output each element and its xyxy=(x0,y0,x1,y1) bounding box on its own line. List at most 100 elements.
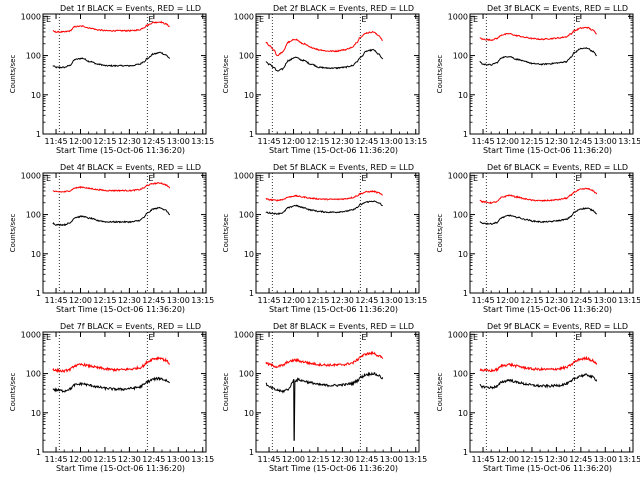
x-tick-label: 13:00 xyxy=(167,137,190,146)
y-axis-label: Counts/sec xyxy=(436,373,444,412)
detector-panel-2: Det 2f BLACK = Events, RED = LLD 1 10 100 10… xyxy=(222,4,427,155)
x-tick-label: 12:00 xyxy=(69,455,92,464)
y-tick-label: 1 xyxy=(463,448,468,457)
x-tick-label: 12:45 xyxy=(569,455,592,464)
events-series-line xyxy=(479,207,598,225)
detector-panel-1: Det 1f BLACK = Events, RED = LLD 1 10 100 10… xyxy=(9,4,214,155)
x-tick-label: 12:30 xyxy=(118,455,141,464)
y-axis-label: Counts/sec xyxy=(436,214,444,253)
panel-title: Det 6f BLACK = Events, RED = LLD xyxy=(487,163,628,172)
x-axis-label: Start Time (15-Oct-06 11:36:20) xyxy=(269,305,398,314)
panel-title: Det 2f BLACK = Events, RED = LLD xyxy=(273,4,414,13)
y-axis-label: Counts/sec xyxy=(222,214,230,253)
y-tick-label: 1000 xyxy=(448,330,468,339)
y-tick-label: 1 xyxy=(463,130,468,139)
x-tick-label: 12:45 xyxy=(142,296,165,305)
edge-marker-left: E xyxy=(46,15,51,24)
x-tick-label: 12:45 xyxy=(142,137,165,146)
edge-marker-left: E xyxy=(259,174,264,183)
x-axis-label: Start Time (15-Oct-06 11:36:20) xyxy=(483,464,612,473)
x-tick-label: 12:45 xyxy=(355,296,378,305)
lld-series-line xyxy=(52,20,170,34)
y-axis-label: Counts/sec xyxy=(9,55,17,94)
edge-marker-right: E xyxy=(148,333,153,342)
plot-frame xyxy=(469,13,634,135)
lld-series-line xyxy=(479,26,597,42)
x-tick-label: 13:15 xyxy=(191,296,214,305)
panel-title: Det 1f BLACK = Events, RED = LLD xyxy=(60,4,201,13)
detector-panel-6: Det 6f BLACK = Events, RED = LLD 1 10 100 10… xyxy=(436,163,640,314)
y-tick-label: 1000 xyxy=(234,330,254,339)
panel-title: Det 3f BLACK = Events, RED = LLD xyxy=(487,4,628,13)
x-axis-label: Start Time (15-Oct-06 11:36:20) xyxy=(483,305,612,314)
plot-frame xyxy=(469,331,634,453)
x-tick-label: 13:00 xyxy=(594,296,617,305)
panel-title: Det 9f BLACK = Events, RED = LLD xyxy=(487,322,628,331)
edge-marker-right: E xyxy=(575,15,580,24)
x-tick-label: 11:45 xyxy=(472,137,495,146)
y-tick-label: 10 xyxy=(244,91,254,100)
edge-marker-right: E xyxy=(361,174,366,183)
panel-title: Det 7f BLACK = Events, RED = LLD xyxy=(60,322,201,331)
y-tick-label: 1 xyxy=(36,448,41,457)
edge-marker-right: E xyxy=(148,15,153,24)
x-tick-label: 12:45 xyxy=(355,455,378,464)
panel-title: Det 4f BLACK = Events, RED = LLD xyxy=(60,163,201,172)
x-tick-label: 11:45 xyxy=(258,455,281,464)
x-tick-label: 12:30 xyxy=(545,296,568,305)
x-axis-label: Start Time (15-Oct-06 11:36:20) xyxy=(56,305,185,314)
x-tick-label: 12:00 xyxy=(496,296,519,305)
x-tick-label: 13:00 xyxy=(167,455,190,464)
x-axis-label: Start Time (15-Oct-06 11:36:20) xyxy=(483,146,612,155)
lld-series-line xyxy=(52,356,171,374)
x-tick-label: 13:15 xyxy=(404,137,427,146)
events-series-line xyxy=(52,51,171,69)
y-axis-label: Counts/sec xyxy=(9,214,17,253)
x-tick-label: 11:45 xyxy=(472,296,495,305)
x-tick-label: 12:00 xyxy=(496,137,519,146)
x-tick-label: 13:15 xyxy=(404,296,427,305)
x-tick-label: 12:45 xyxy=(142,455,165,464)
y-tick-label: 1 xyxy=(249,130,254,139)
y-tick-label: 100 xyxy=(239,52,254,61)
x-tick-label: 12:15 xyxy=(520,455,543,464)
edge-marker-left: E xyxy=(259,15,264,24)
x-tick-label: 12:15 xyxy=(93,296,116,305)
y-tick-label: 1 xyxy=(36,289,41,298)
x-tick-label: 12:30 xyxy=(545,137,568,146)
x-tick-label: 12:15 xyxy=(306,455,329,464)
y-tick-label: 1 xyxy=(249,289,254,298)
x-axis-label: Start Time (15-Oct-06 11:36:20) xyxy=(269,146,398,155)
y-tick-label: 100 xyxy=(453,211,468,220)
edge-marker-right: E xyxy=(361,15,366,24)
detector-panel-7: Det 7f BLACK = Events, RED = LLD 1 10 100 10… xyxy=(9,322,214,473)
edge-marker-left: E xyxy=(473,15,478,24)
detector-panel-5: Det 5f BLACK = Events, RED = LLD 1 10 100 10… xyxy=(222,163,427,314)
edge-marker-left: E xyxy=(46,174,51,183)
x-tick-label: 13:00 xyxy=(594,137,617,146)
y-tick-label: 1 xyxy=(36,130,41,139)
x-axis-label: Start Time (15-Oct-06 11:36:20) xyxy=(269,464,398,473)
y-tick-label: 1000 xyxy=(21,12,41,21)
y-tick-label: 1000 xyxy=(21,171,41,180)
events-series-line xyxy=(479,373,598,390)
x-tick-label: 12:30 xyxy=(545,455,568,464)
x-tick-label: 12:15 xyxy=(520,296,543,305)
y-tick-label: 1000 xyxy=(21,330,41,339)
y-tick-label: 1000 xyxy=(448,171,468,180)
edge-marker-right: E xyxy=(361,333,366,342)
y-tick-label: 10 xyxy=(458,250,468,259)
x-tick-label: 13:00 xyxy=(380,137,403,146)
edge-marker-left: E xyxy=(259,333,264,342)
x-axis-label: Start Time (15-Oct-06 11:36:20) xyxy=(56,464,185,473)
y-tick-label: 1000 xyxy=(234,171,254,180)
x-tick-label: 12:30 xyxy=(118,137,141,146)
plot-frame xyxy=(255,172,420,294)
x-tick-label: 13:00 xyxy=(380,455,403,464)
y-axis-label: Counts/sec xyxy=(222,373,230,412)
edge-marker-right: E xyxy=(575,333,580,342)
x-axis-label: Start Time (15-Oct-06 11:36:20) xyxy=(56,146,185,155)
x-tick-label: 12:15 xyxy=(520,137,543,146)
x-tick-label: 11:45 xyxy=(258,296,281,305)
events-series-line xyxy=(265,48,384,72)
